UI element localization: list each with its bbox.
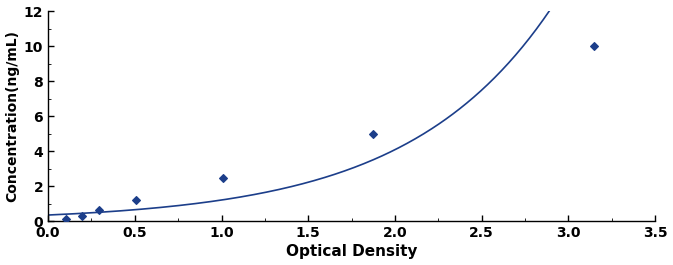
Y-axis label: Concentration(ng/mL): Concentration(ng/mL) bbox=[5, 30, 20, 202]
X-axis label: Optical Density: Optical Density bbox=[286, 244, 417, 259]
